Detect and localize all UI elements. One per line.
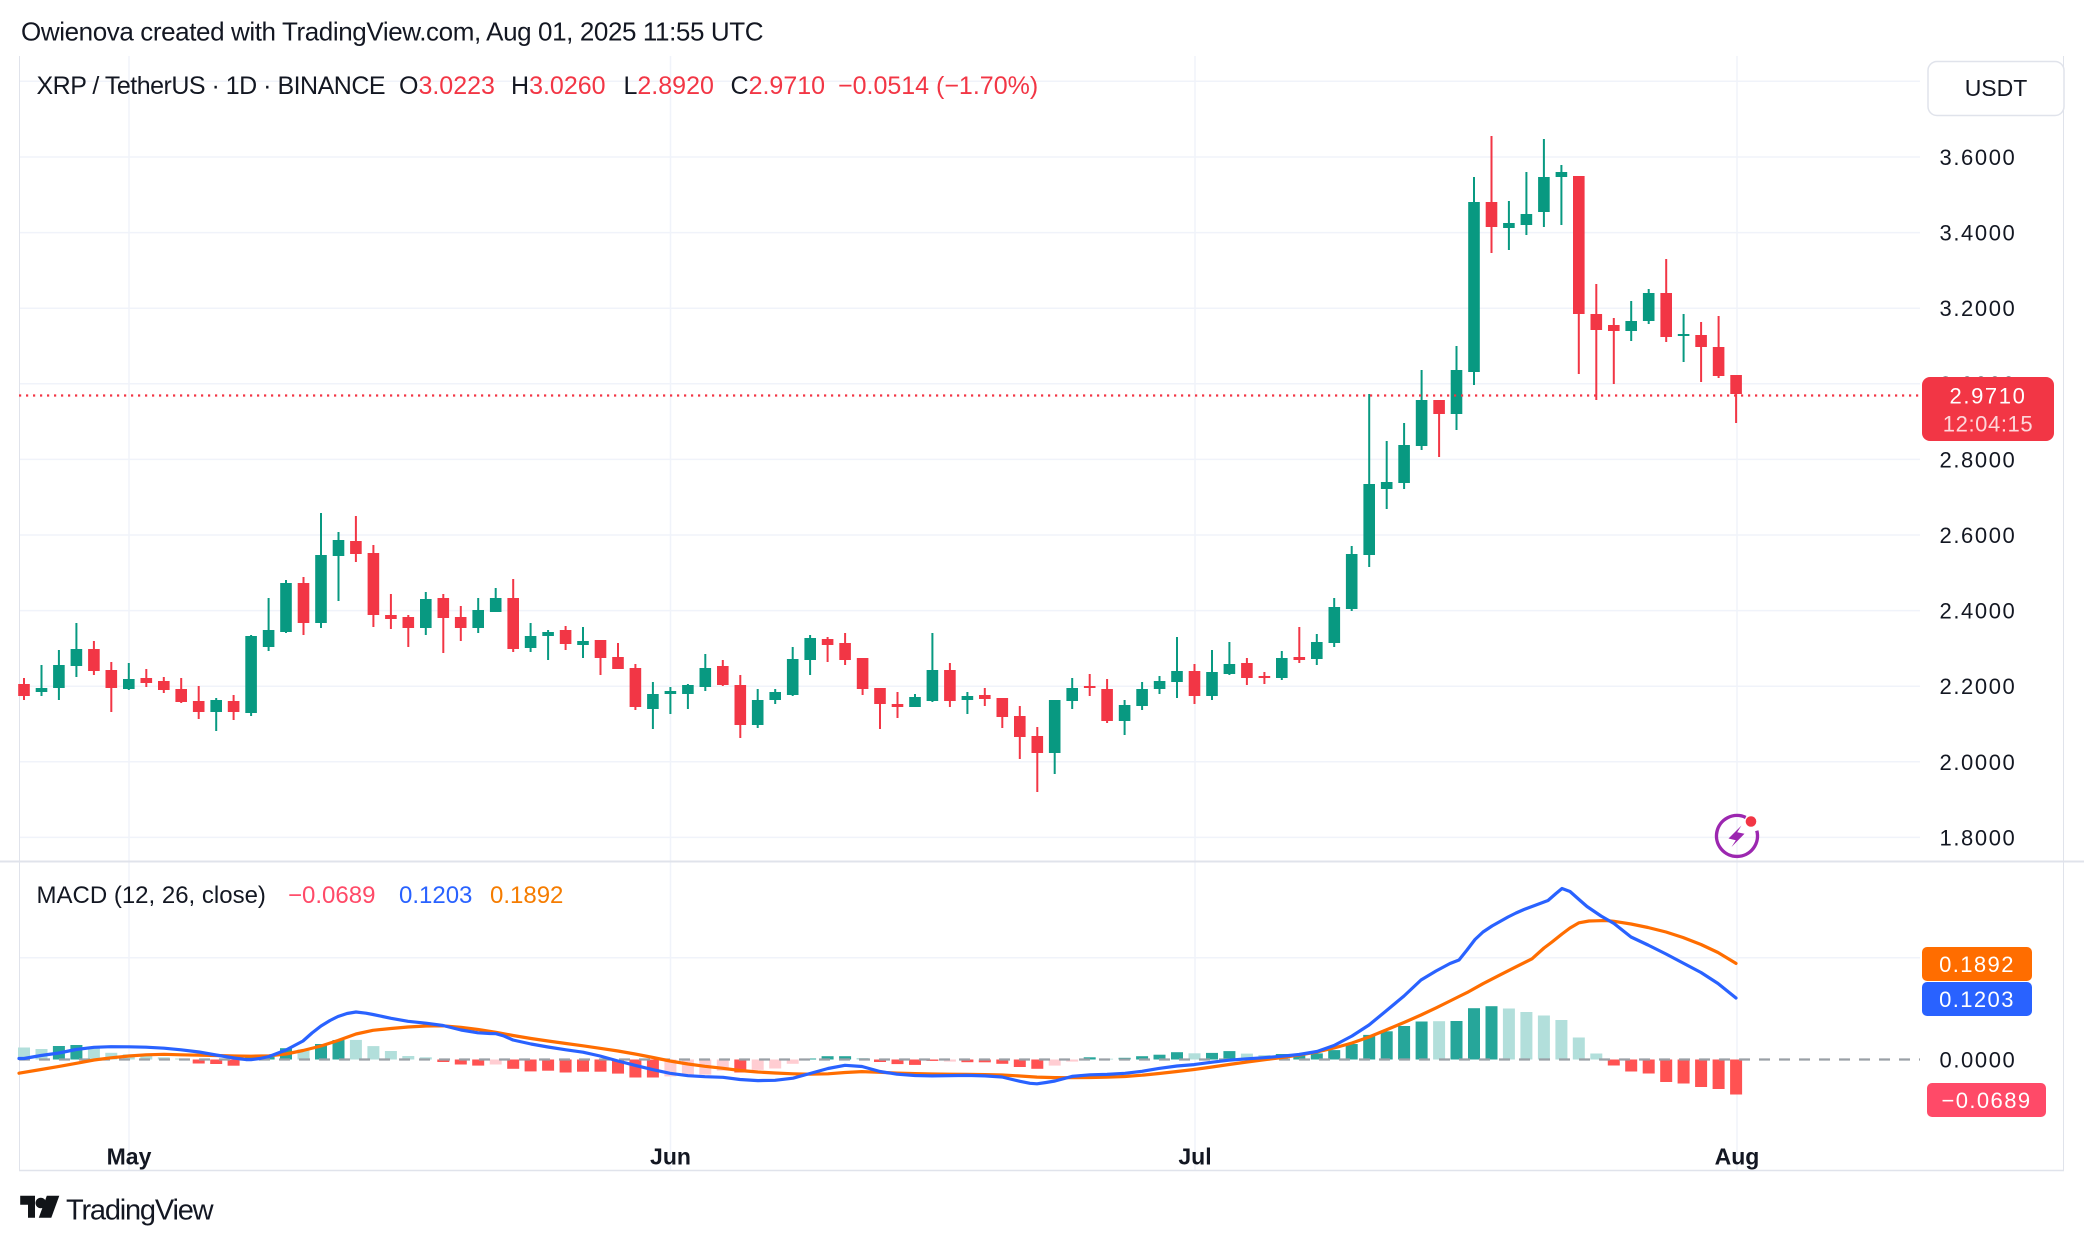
svg-text:−0.0689: −0.0689 [1942,1088,2032,1113]
svg-text:2.2000: 2.2000 [1940,674,2017,699]
svg-text:May: May [107,1144,152,1170]
svg-text:0.1203: 0.1203 [399,882,472,909]
svg-text:Aug: Aug [1715,1144,1760,1170]
svg-text:USDT: USDT [1965,75,2028,101]
svg-text:O3.0223: O3.0223 [399,72,495,100]
svg-text:0.1892: 0.1892 [1939,952,2015,977]
svg-text:3.4000: 3.4000 [1940,221,2017,246]
svg-text:Owienova created with TradingV: Owienova created with TradingView.com, A… [21,17,763,47]
svg-text:L2.8920: L2.8920 [624,72,714,100]
svg-text:0.0000: 0.0000 [1940,1048,2017,1073]
svg-text:Jul: Jul [1178,1144,1211,1170]
svg-text:−0.0689: −0.0689 [288,882,375,909]
svg-text:3.2000: 3.2000 [1940,296,2017,321]
svg-text:C2.9710: C2.9710 [731,72,826,100]
svg-text:3.6000: 3.6000 [1940,145,2017,170]
svg-text:Jun: Jun [650,1144,691,1170]
svg-text:TradingView: TradingView [66,1195,215,1227]
svg-text:2.6000: 2.6000 [1940,523,2017,548]
svg-text:2.4000: 2.4000 [1940,599,2017,624]
svg-text:0.1892: 0.1892 [490,882,563,909]
svg-text:MACD (12, 26, close): MACD (12, 26, close) [37,882,266,909]
svg-text:2.8000: 2.8000 [1940,447,2017,472]
svg-text:12:04:15: 12:04:15 [1943,412,2033,437]
svg-text:2.0000: 2.0000 [1940,750,2017,775]
svg-text:XRP / TetherUS · 1D · BINANCE: XRP / TetherUS · 1D · BINANCE [37,72,386,100]
svg-text:0.1203: 0.1203 [1939,987,2015,1012]
svg-text:2.9710: 2.9710 [1950,384,2027,409]
svg-text:1.8000: 1.8000 [1940,825,2017,850]
svg-text:H3.0260: H3.0260 [511,72,606,100]
svg-text:−0.0514 (−1.70%): −0.0514 (−1.70%) [838,72,1038,100]
